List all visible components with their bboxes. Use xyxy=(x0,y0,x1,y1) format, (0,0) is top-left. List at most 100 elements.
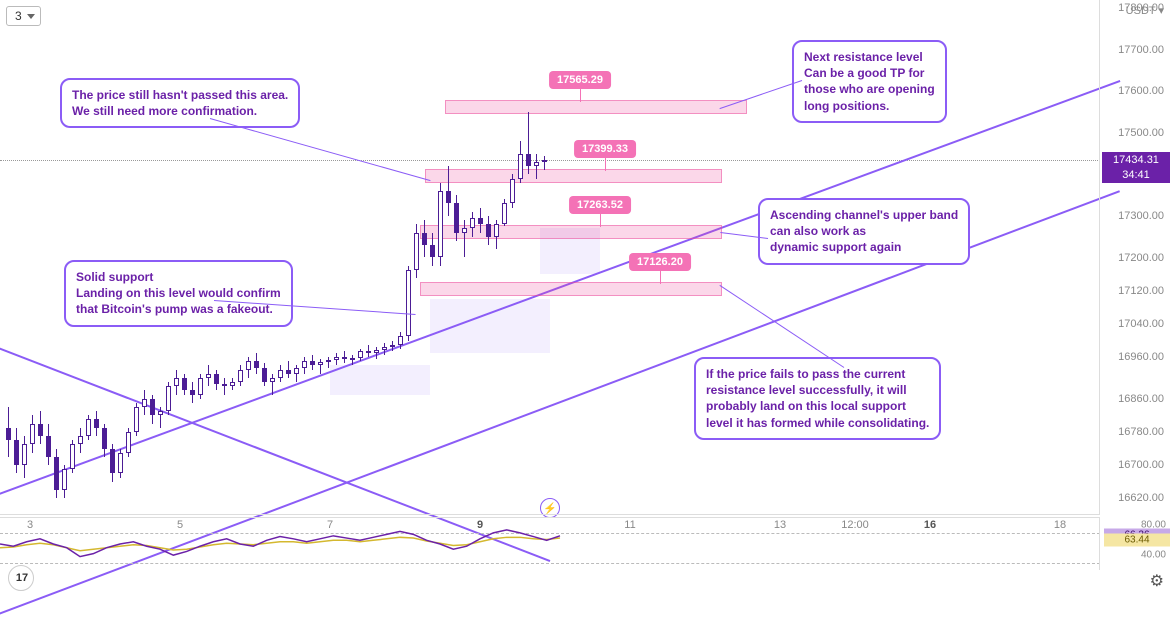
candle xyxy=(430,233,435,266)
candle xyxy=(262,363,267,386)
candle xyxy=(38,411,43,444)
candle xyxy=(478,208,483,233)
price-axis[interactable]: USDT ▾ 17800.0017700.0017600.0017500.001… xyxy=(1099,0,1170,515)
zone-price-label: 17399.33 xyxy=(574,140,636,158)
candle xyxy=(174,370,179,395)
callout-leader xyxy=(720,80,802,109)
zone-price-label: 17126.20 xyxy=(629,253,691,271)
candle xyxy=(302,357,307,374)
candle xyxy=(326,357,331,367)
candle xyxy=(454,195,459,241)
annotation-callout[interactable]: The price still hasn't passed this area.… xyxy=(60,78,300,128)
candle xyxy=(462,220,467,257)
candle xyxy=(438,183,443,266)
price-tick: 16780.00 xyxy=(1118,426,1164,438)
price-tick: 17600.00 xyxy=(1118,85,1164,97)
candle xyxy=(414,224,419,278)
candle xyxy=(206,365,211,386)
candle xyxy=(526,112,531,174)
chart-area[interactable]: 3 17565.29 17399.33 17263.52 17126.20 The pr… xyxy=(0,0,1100,515)
candle xyxy=(398,332,403,349)
candle xyxy=(78,428,83,453)
annotation-callout[interactable]: Next resistance levelCan be a good TP fo… xyxy=(792,40,947,123)
candle xyxy=(54,449,59,499)
candle xyxy=(94,411,99,436)
candle xyxy=(102,424,107,457)
indicator-value-2: 63.44 xyxy=(1104,533,1170,546)
indicator-axis: 80.0060.0040.0066.2663.44 xyxy=(1099,518,1170,570)
price-tick: 17500.00 xyxy=(1118,127,1164,139)
candle xyxy=(222,378,227,395)
candle xyxy=(366,345,371,357)
candle xyxy=(22,436,27,478)
candle xyxy=(382,343,387,355)
time-tick: 5 xyxy=(177,519,183,531)
callout-leader xyxy=(720,285,845,368)
price-tick: 17700.00 xyxy=(1118,44,1164,56)
candle xyxy=(534,154,539,179)
candle xyxy=(542,156,547,171)
candle xyxy=(374,347,379,359)
time-tick: 7 xyxy=(327,519,333,531)
candle xyxy=(390,341,395,351)
annotation-callout[interactable]: Solid supportLanding on this level would… xyxy=(64,260,293,327)
timeframe-value: 3 xyxy=(15,9,22,23)
annotation-callout[interactable]: Ascending channel's upper bandcan also w… xyxy=(758,198,970,265)
countdown-badge: 34:41 xyxy=(1102,167,1170,183)
candle xyxy=(446,166,451,216)
candle xyxy=(182,374,187,395)
candle xyxy=(510,174,515,207)
candle xyxy=(422,220,427,257)
candle xyxy=(334,353,339,365)
settings-icon[interactable]: ⚙ xyxy=(1150,571,1164,591)
candle xyxy=(406,266,411,341)
candle xyxy=(62,465,67,498)
ichimoku-cloud xyxy=(330,365,430,394)
ichimoku-cloud xyxy=(430,299,550,353)
price-tick: 17040.00 xyxy=(1118,318,1164,330)
candle xyxy=(230,378,235,390)
timeframe-dropdown[interactable]: 3 xyxy=(6,6,41,26)
candle xyxy=(502,199,507,226)
candle xyxy=(254,353,259,374)
zone-price-label: 17263.52 xyxy=(569,196,631,214)
annotation-callout[interactable]: If the price fails to pass the currentre… xyxy=(694,357,941,440)
candle xyxy=(470,212,475,237)
price-tick: 16860.00 xyxy=(1118,393,1164,405)
price-zone[interactable] xyxy=(420,282,722,296)
price-zone[interactable] xyxy=(425,169,722,183)
time-tick: 3 xyxy=(27,519,33,531)
candle xyxy=(270,374,275,395)
candle xyxy=(6,407,11,457)
candle xyxy=(70,440,75,473)
callout-leader xyxy=(210,118,430,181)
candle xyxy=(14,428,19,474)
candle xyxy=(86,415,91,440)
candle xyxy=(110,444,115,481)
tradingview-logo[interactable]: 17 xyxy=(8,565,34,591)
candle xyxy=(518,141,523,183)
time-axis[interactable]: 3579111312:001618 xyxy=(0,514,1100,540)
candle xyxy=(142,390,147,415)
time-tick: 9 xyxy=(477,519,483,531)
candle xyxy=(46,424,51,466)
candle xyxy=(358,349,363,361)
candle xyxy=(318,359,323,374)
candle xyxy=(350,355,355,365)
candle xyxy=(494,220,499,249)
indicator-tick: 40.00 xyxy=(1141,550,1166,561)
candle xyxy=(30,415,35,452)
candle xyxy=(190,382,195,403)
price-zone[interactable] xyxy=(445,100,747,114)
price-tick: 16620.00 xyxy=(1118,492,1164,504)
candle xyxy=(134,403,139,436)
candle xyxy=(214,370,219,391)
price-tick: 16960.00 xyxy=(1118,351,1164,363)
time-tick: 13 xyxy=(774,519,786,531)
price-tick: 17200.00 xyxy=(1118,252,1164,264)
candle xyxy=(486,216,491,245)
zone-price-label: 17565.29 xyxy=(549,71,611,89)
candle xyxy=(286,361,291,378)
candle xyxy=(150,395,155,424)
candle xyxy=(238,365,243,386)
